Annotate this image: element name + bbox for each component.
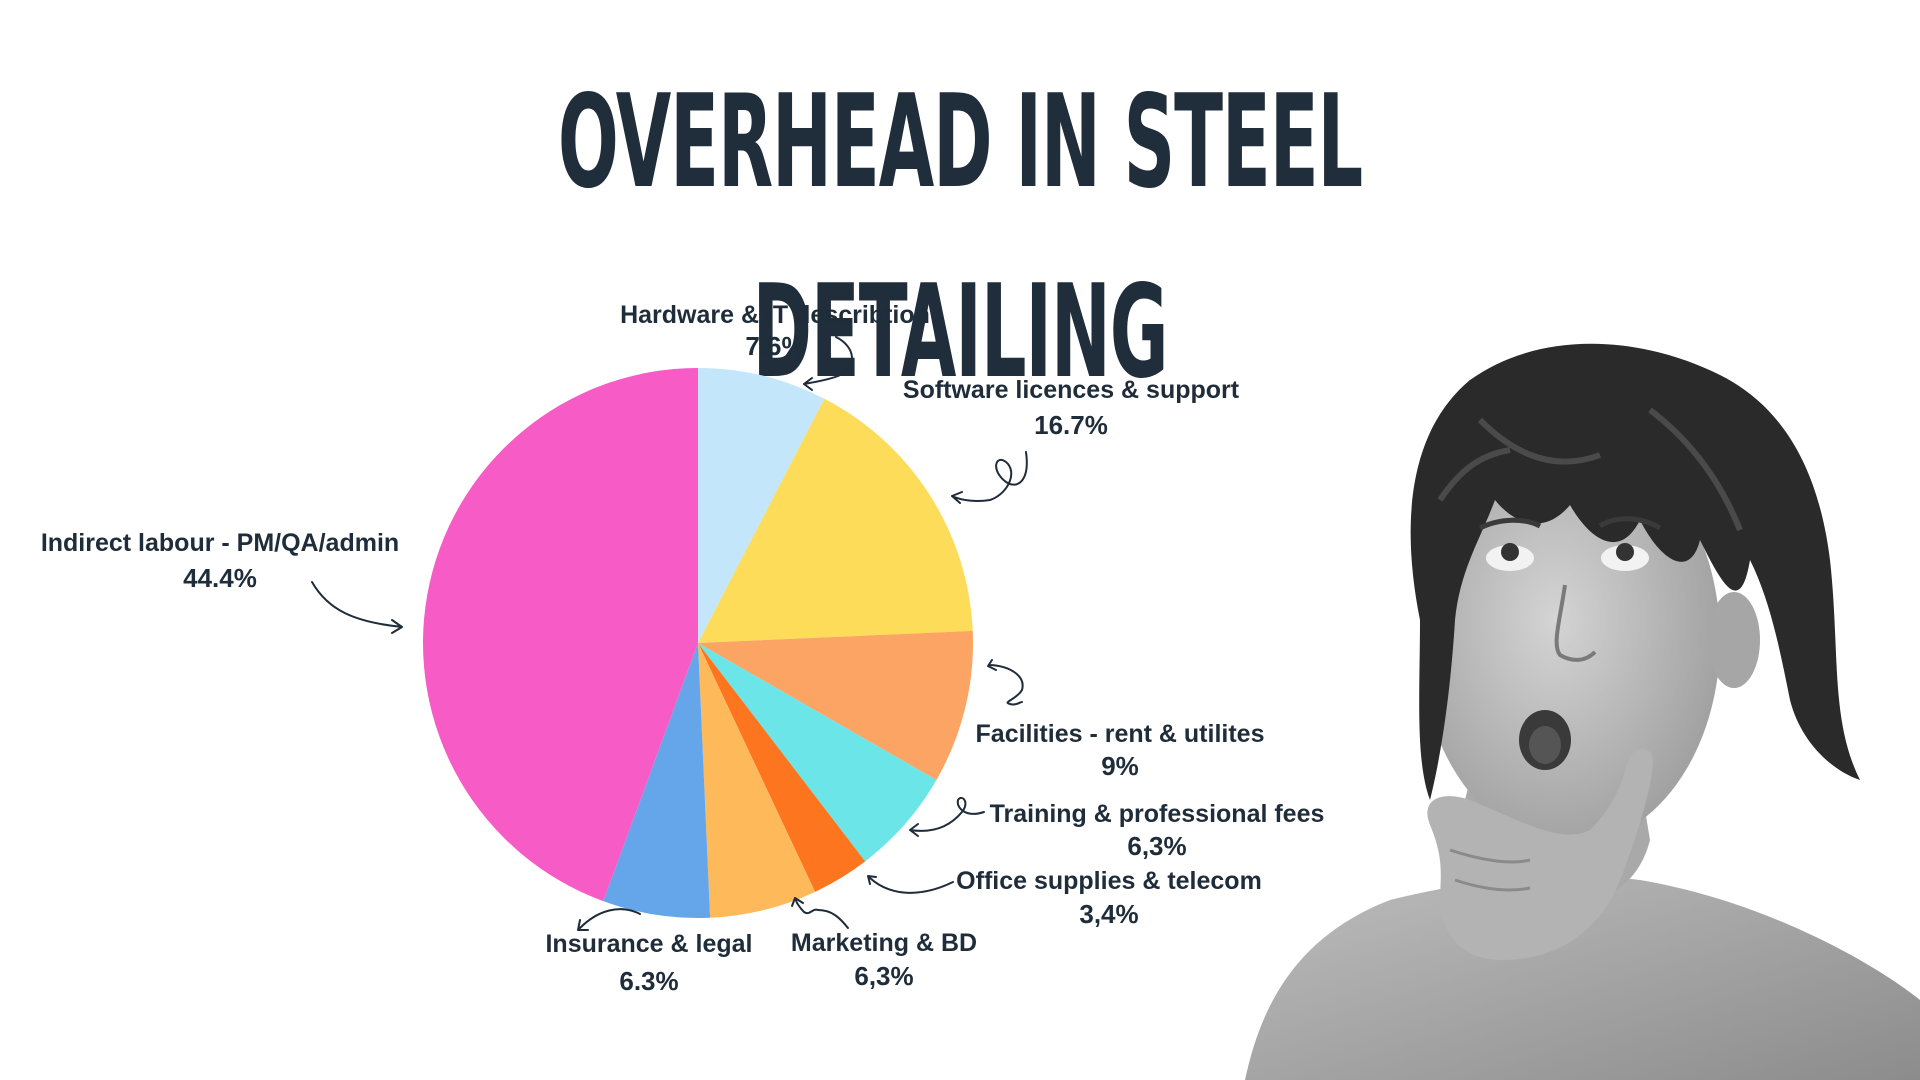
label-facilities-name: Facilities - rent & utilites	[976, 720, 1265, 748]
label-training-name: Training & professional fees	[990, 800, 1325, 828]
arrow-marketing	[791, 897, 849, 929]
face-shape	[1420, 435, 1720, 845]
label-insurance-name: Insurance & legal	[545, 930, 752, 958]
label-hardware-value: 7.6%	[745, 331, 804, 361]
eyebrows	[1478, 516, 1662, 531]
annotation-arrows	[311, 336, 1028, 931]
arrow-training	[909, 796, 985, 837]
shirt-shape	[1245, 876, 1920, 1080]
pie-slice-6	[603, 643, 711, 918]
arrow-hardware	[803, 336, 853, 391]
label-training-value: 6,3%	[1127, 831, 1186, 861]
finger-lines	[1449, 848, 1531, 892]
arrow-indirect	[311, 581, 403, 634]
mouth-inner	[1529, 726, 1561, 764]
pie-slice-0	[698, 368, 825, 643]
label-office-value: 3,4%	[1079, 899, 1138, 929]
label-facilities-value: 9%	[1101, 751, 1139, 781]
label-insurance-value: 6.3%	[619, 966, 678, 996]
label-marketing-value: 6,3%	[854, 961, 913, 991]
pie-slice-4	[698, 643, 866, 892]
left-pupil	[1501, 543, 1519, 561]
hair-strands	[1437, 407, 1743, 532]
pie-slice-3	[698, 643, 937, 862]
arrow-office	[867, 875, 954, 894]
slice-labels: Hardware & IT describtion 7.6% Software …	[41, 301, 1325, 996]
pie-slice-5	[698, 643, 816, 918]
right-pupil	[1616, 543, 1634, 561]
ear-shape	[1708, 592, 1760, 688]
arrow-insurance	[577, 908, 641, 931]
label-software-value: 16.7%	[1034, 410, 1108, 440]
label-marketing-name: Marketing & BD	[791, 929, 977, 957]
arrow-facilities	[987, 659, 1024, 706]
pie-slice-7	[423, 368, 698, 902]
pie-slices	[423, 368, 973, 918]
hand-shape	[1427, 749, 1653, 960]
page-title: OVERHEAD IN STEEL DETAILING	[557, 68, 1363, 407]
label-indirect-value: 44.4%	[183, 563, 257, 593]
label-software-name: Software licences & support	[903, 376, 1240, 404]
label-office-name: Office supplies & telecom	[956, 867, 1262, 895]
arrow-software	[951, 451, 1028, 504]
hair-shape	[1410, 343, 1860, 800]
nose	[1554, 584, 1597, 662]
pie-slice-1	[698, 398, 973, 643]
label-hardware-name: Hardware & IT describtion	[620, 301, 930, 329]
pie-slice-2	[698, 630, 973, 780]
label-indirect-name: Indirect labour - PM/QA/admin	[41, 529, 399, 557]
